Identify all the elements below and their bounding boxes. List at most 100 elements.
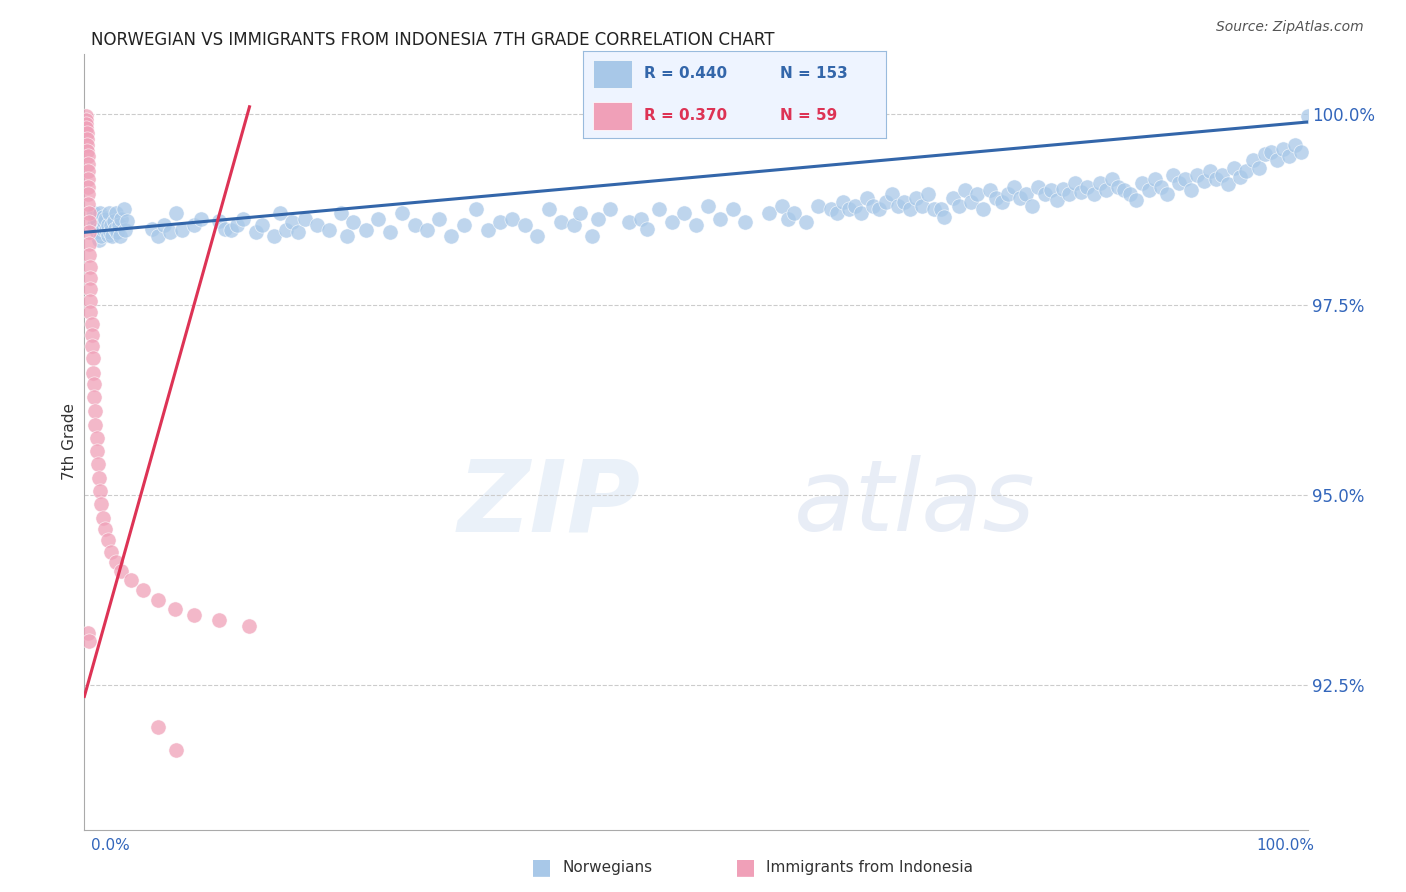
Point [94, 212, 117, 227]
Point [96, 223, 118, 237]
Point [294, 212, 316, 227]
Point [250, 218, 273, 232]
Point [208, 214, 231, 228]
Point [87, 458, 110, 472]
Text: NORWEGIAN VS IMMIGRANTS FROM INDONESIA 7TH GRADE CORRELATION CHART: NORWEGIAN VS IMMIGRANTS FROM INDONESIA 7… [91, 31, 775, 49]
Point [776, 212, 799, 227]
Point [141, 221, 163, 235]
Point [1296, 109, 1319, 123]
Point [159, 225, 181, 239]
Point [318, 223, 340, 237]
Point [219, 223, 242, 237]
Point [648, 202, 671, 217]
Text: N = 59: N = 59 [780, 108, 837, 123]
Point [1033, 187, 1056, 202]
Point [120, 573, 142, 587]
Point [105, 206, 128, 220]
Point [453, 218, 475, 232]
Point [844, 199, 866, 213]
Point [87, 471, 110, 485]
Text: ZIP: ZIP [458, 455, 641, 552]
Point [1028, 179, 1050, 194]
Point [76, 132, 98, 146]
Point [84, 404, 107, 418]
Point [83, 391, 105, 405]
Point [89, 206, 111, 220]
Point [1223, 161, 1246, 175]
Point [924, 202, 946, 217]
Point [89, 483, 111, 498]
Point [869, 202, 891, 217]
Point [562, 218, 585, 232]
Point [115, 214, 138, 228]
Point [1192, 174, 1215, 188]
Point [568, 206, 591, 220]
Point [77, 149, 100, 163]
Point [287, 225, 309, 239]
Point [1125, 193, 1147, 207]
Point [1278, 149, 1301, 163]
Point [83, 206, 105, 220]
Point [820, 202, 842, 217]
Point [336, 229, 359, 244]
Point [1180, 184, 1202, 198]
Point [721, 202, 744, 217]
Point [77, 172, 100, 186]
Point [76, 127, 98, 141]
Point [1272, 142, 1295, 156]
Point [1052, 182, 1074, 196]
Point [245, 225, 267, 239]
Point [226, 218, 249, 232]
Point [208, 613, 231, 627]
Point [153, 218, 176, 232]
Point [391, 206, 413, 220]
Point [1150, 179, 1173, 194]
Point [77, 206, 100, 220]
Text: Source: ZipAtlas.com: Source: ZipAtlas.com [1216, 20, 1364, 34]
Point [80, 339, 103, 353]
Point [107, 218, 129, 232]
Point [263, 229, 285, 244]
Point [972, 202, 994, 217]
Point [538, 202, 561, 217]
Point [91, 510, 114, 524]
Point [1137, 184, 1160, 198]
Point [1156, 187, 1178, 202]
Point [917, 187, 939, 202]
Point [734, 215, 756, 229]
Point [979, 184, 1001, 198]
Point [330, 206, 353, 220]
Point [838, 202, 860, 217]
Point [856, 191, 879, 205]
Point [758, 206, 780, 220]
Text: ■: ■ [735, 857, 755, 877]
Point [214, 221, 236, 235]
Point [90, 497, 112, 511]
Point [807, 199, 830, 213]
Point [100, 218, 122, 232]
Point [477, 223, 499, 237]
Point [709, 212, 731, 227]
Bar [592, 102, 631, 129]
Point [80, 317, 103, 331]
Y-axis label: 7th Grade: 7th Grade [62, 403, 77, 480]
Point [1284, 137, 1306, 152]
Point [305, 218, 328, 232]
Point [685, 218, 707, 232]
Point [97, 227, 120, 242]
Point [100, 545, 122, 559]
Point [98, 225, 121, 239]
Point [1094, 184, 1116, 198]
Point [1057, 187, 1080, 202]
Point [80, 328, 103, 343]
Point [112, 202, 135, 217]
Point [163, 602, 186, 616]
Point [86, 443, 108, 458]
Point [146, 229, 169, 244]
Point [831, 194, 853, 209]
Point [190, 212, 212, 227]
Point [86, 225, 108, 239]
Point [77, 187, 100, 202]
Point [416, 223, 439, 237]
Point [1265, 153, 1288, 167]
